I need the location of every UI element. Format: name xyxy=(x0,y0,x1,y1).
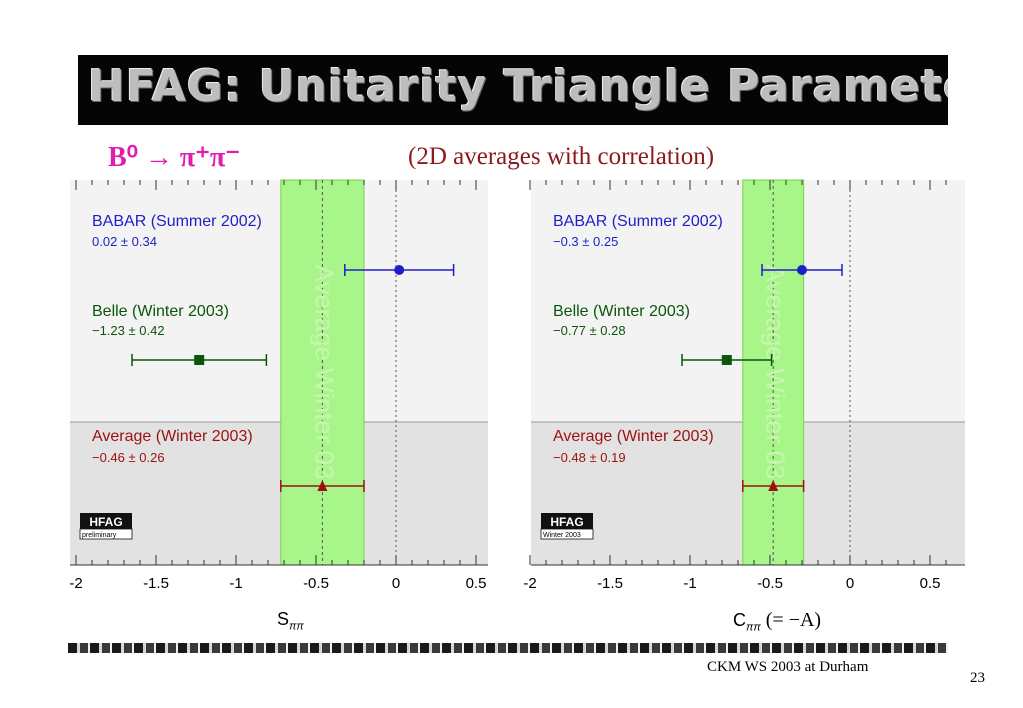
hfag-logo: HFAG preliminary xyxy=(79,513,133,540)
data-point-babar xyxy=(394,265,405,275)
hfag-logo-sub-text: preliminary xyxy=(82,532,117,539)
tick-label: 0 xyxy=(392,575,400,592)
data-point-average xyxy=(768,480,779,491)
hfag-logo-sub-box xyxy=(540,528,594,540)
hfag-logo-text: HFAG xyxy=(550,515,583,529)
measurement-value-belle: −0.77 ± 0.28 xyxy=(553,323,626,338)
tick-label: 0.5 xyxy=(920,575,941,592)
subtitle: (2D averages with correlation) xyxy=(408,143,715,170)
title-banner: HFAG: Unitarity Triangle Parameters xyxy=(78,55,948,125)
measurement-value-belle: −1.23 ± 0.42 xyxy=(92,323,165,338)
upper-region xyxy=(70,180,488,422)
measurement-label-belle: Belle (Winter 2003) xyxy=(92,303,229,320)
x-ticks xyxy=(75,180,477,565)
decay-label: B⁰ → π⁺π⁻ xyxy=(108,142,241,173)
hfag-logo-box xyxy=(541,513,593,529)
page-number: 23 xyxy=(970,670,985,686)
hfag-logo-text: HFAG xyxy=(89,515,122,529)
hfag-logo-sub-text: Winter 2003 xyxy=(543,532,581,539)
measurement-label-average: Average (Winter 2003) xyxy=(553,428,714,445)
footer-text: CKM WS 2003 at Durham xyxy=(707,659,869,675)
band-label: Average Winter 03 xyxy=(760,265,790,480)
tick-label: -1 xyxy=(229,575,242,592)
hfag-logo-box xyxy=(80,513,132,529)
measurement-value-average: −0.48 ± 0.19 xyxy=(553,450,626,465)
tick-label: -2 xyxy=(69,575,82,592)
measurement-label-babar: BABAR (Summer 2002) xyxy=(92,213,262,230)
tick-label: -1 xyxy=(683,575,696,592)
data-point-belle xyxy=(721,355,732,365)
data-point-belle xyxy=(194,355,205,365)
hfag-logo-sub-box xyxy=(79,528,133,540)
x-axis-label-s: Sππ xyxy=(277,609,304,633)
band-label: Average Winter 03 xyxy=(310,265,340,480)
tick-label: -1.5 xyxy=(143,575,169,592)
measurement-value-average: −0.46 ± 0.26 xyxy=(92,450,165,465)
measurement-label-babar: BABAR (Summer 2002) xyxy=(553,213,723,230)
footer-decoration xyxy=(68,643,948,653)
data-point-babar xyxy=(797,265,807,275)
data-point-average xyxy=(317,480,328,491)
tick-label: -0.5 xyxy=(303,575,329,592)
tick-label: -1.5 xyxy=(597,575,623,592)
measurement-value-babar: −0.3 ± 0.25 xyxy=(553,234,618,249)
measurement-label-average: Average (Winter 2003) xyxy=(92,428,253,445)
x-axis-label-c: Cππ (= −A) xyxy=(733,609,822,634)
measurement-value-babar: 0.02 ± 0.34 xyxy=(92,234,157,249)
tick-label: -0.5 xyxy=(757,575,783,592)
measurement-label-belle: Belle (Winter 2003) xyxy=(553,303,690,320)
chart-panel-1: Average Winter 03 -2 -1.5 -1 -0.5 0 0.5 BABAR (… xyxy=(69,179,488,592)
tick-label: 0 xyxy=(846,575,854,592)
banner-title: HFAG: Unitarity Triangle Parameters xyxy=(88,61,948,112)
tick-label: -2 xyxy=(523,575,536,592)
lower-region xyxy=(70,422,488,565)
hfag-logo: HFAG Winter 2003 xyxy=(540,513,594,540)
tick-label: 0.5 xyxy=(466,575,487,592)
chart-panel-2: Average Winter 03 -2 -1.5 -1 -0.5 0 0.5 BABAR (… xyxy=(523,179,965,592)
x-ticks xyxy=(529,180,947,565)
